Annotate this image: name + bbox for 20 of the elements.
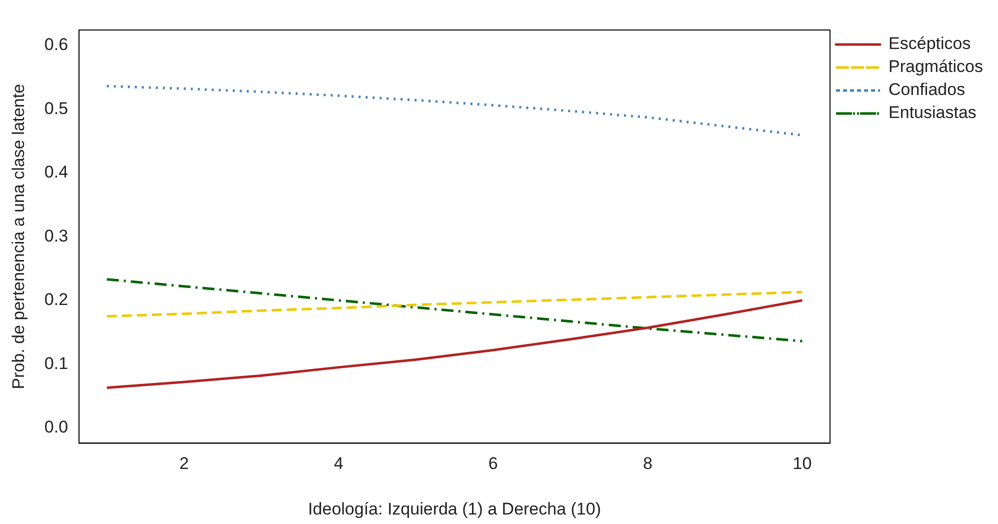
legend-label: Confiados bbox=[888, 80, 966, 100]
line-series bbox=[106, 290, 804, 318]
y-tick-label: 0.3 bbox=[44, 226, 68, 246]
y-tick-label: 0.4 bbox=[44, 162, 68, 182]
y-tick-label: 0.6 bbox=[44, 34, 68, 54]
y-tick-label: 0.5 bbox=[44, 98, 68, 118]
line-series bbox=[106, 278, 804, 342]
x-axis-title: Ideología: Izquierda (1) a Derecha (10) bbox=[308, 499, 602, 518]
legend-label: Pragmáticos bbox=[888, 57, 984, 76]
legend-label: Entusiastas bbox=[888, 103, 976, 122]
y-tick-label: 0.1 bbox=[44, 354, 68, 373]
x-tick-label: 6 bbox=[488, 454, 498, 474]
y-tick-label: 0.0 bbox=[44, 418, 68, 437]
y-axis-title: Prob. de pertenencia a una clase latente bbox=[8, 84, 28, 390]
legend-label: Escépticos bbox=[888, 34, 971, 54]
y-tick-label: 0.2 bbox=[44, 290, 68, 310]
x-tick-label: 8 bbox=[642, 454, 652, 474]
x-tick-label: 2 bbox=[179, 454, 189, 474]
x-tick-label: 10 bbox=[792, 454, 812, 474]
x-tick-label: 4 bbox=[334, 454, 344, 474]
